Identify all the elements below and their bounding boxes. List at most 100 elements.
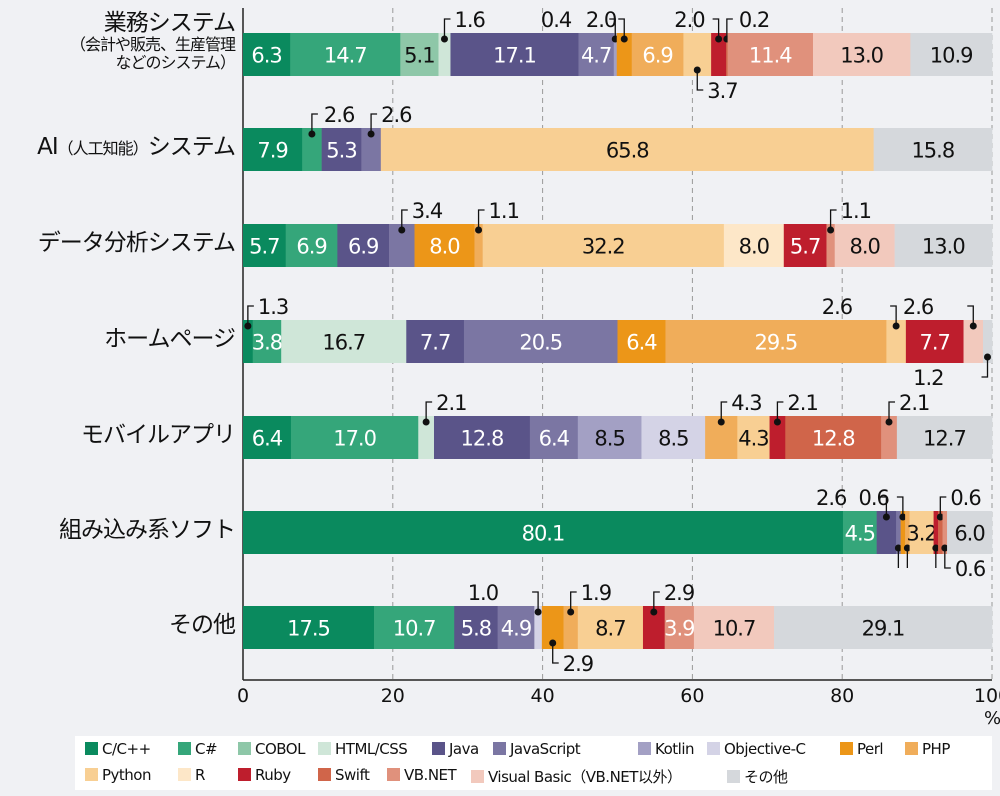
data-label: 0.4 — [541, 8, 572, 32]
legend-swatch — [840, 742, 853, 755]
bar-segment — [252, 320, 282, 363]
category-label: 業務システム （会計や販売、生産管理 などのシステム） — [70, 10, 236, 72]
data-label: 2.9 — [563, 652, 593, 676]
legend-label: Kotlin — [655, 740, 695, 758]
legend-swatch — [638, 742, 651, 755]
data-label: 6.0 — [954, 522, 984, 546]
data-label: 2.6 — [816, 486, 847, 510]
data-label: 2.1 — [787, 391, 817, 415]
data-label: 3.8 — [252, 331, 282, 355]
data-label: 8.0 — [429, 235, 459, 259]
data-label: 0.6 — [955, 557, 986, 581]
bar-segment — [693, 606, 775, 649]
category-label: 組み込み系ソフト — [59, 517, 236, 543]
data-label: 3.2 — [906, 522, 936, 546]
bar-segment — [474, 224, 483, 267]
data-label: 0.6 — [858, 486, 889, 510]
legend-label: Perl — [857, 740, 884, 758]
legend-label: PHP — [922, 740, 950, 758]
data-label: 2.6 — [324, 103, 355, 127]
category-label: AI（人工知能）システム — [37, 134, 236, 160]
bar-segment — [834, 224, 895, 267]
legend-label: Visual Basic（VB.NET以外） — [488, 768, 682, 786]
bar-segment — [243, 416, 292, 459]
legend-swatch — [178, 768, 191, 781]
legend-label: R — [195, 766, 205, 784]
bar-segment — [905, 320, 964, 363]
bar-segment — [905, 511, 910, 554]
bar-segment — [737, 416, 770, 459]
callout-leader — [552, 643, 559, 664]
data-label: 7.9 — [257, 139, 287, 163]
bar-segment — [942, 511, 948, 554]
x-tick-label: 100 — [974, 685, 1000, 707]
category-label-part: などのシステム） — [115, 52, 236, 72]
legend-swatch — [238, 768, 251, 781]
data-label: 8.5 — [658, 427, 688, 451]
data-label: 2.9 — [664, 581, 694, 605]
data-label: 6.4 — [626, 331, 657, 355]
data-label: 6.4 — [539, 427, 570, 451]
bar-segment — [438, 33, 451, 76]
legend-label: HTML/CSS — [335, 740, 408, 758]
callout-leader — [712, 18, 720, 39]
legend-item: Visual Basic（VB.NET以外） — [471, 766, 682, 787]
data-label: 14.7 — [324, 44, 367, 68]
bar-segment — [577, 416, 642, 459]
data-label: 29.1 — [862, 617, 905, 641]
bar-segment — [723, 224, 785, 267]
callout-leader — [944, 548, 951, 569]
legend-item: C/C++ — [85, 740, 151, 758]
bar-segment — [497, 606, 535, 649]
callout-leader — [981, 357, 989, 378]
callout-leader — [570, 591, 577, 612]
data-label: 5.1 — [404, 44, 434, 68]
bar-segment — [664, 606, 695, 649]
bar-segment — [873, 128, 993, 171]
legend-item: R — [178, 766, 205, 784]
callout-leader — [939, 496, 947, 517]
data-label: 2.6 — [903, 295, 934, 319]
data-label: 3.4 — [412, 199, 443, 223]
bar-segment — [450, 33, 579, 76]
data-label: 5.3 — [326, 139, 356, 163]
data-label: 4.9 — [501, 617, 531, 641]
x-tick-label: 40 — [531, 685, 555, 707]
bar-segment — [769, 416, 786, 459]
bar-segment — [578, 33, 615, 76]
bar-segment — [826, 224, 836, 267]
bar-segment — [617, 320, 666, 363]
data-label: 1.1 — [489, 199, 519, 223]
category-label-part: 組み込み系ソフト — [59, 517, 236, 543]
data-label: 2.0 — [586, 8, 616, 32]
legend-swatch — [85, 742, 98, 755]
bar-segment — [785, 416, 882, 459]
bar-segment — [285, 224, 338, 267]
bar-segment — [302, 128, 322, 171]
data-label: 0.6 — [950, 486, 981, 510]
bar-segment — [243, 224, 286, 267]
data-label: 12.8 — [461, 427, 504, 451]
bar-segment — [361, 128, 382, 171]
legend-swatch — [238, 742, 251, 755]
legend-label: VB.NET — [404, 766, 457, 784]
data-label: 12.8 — [812, 427, 855, 451]
bar-segment — [454, 606, 498, 649]
x-tick-label: 20 — [381, 685, 405, 707]
bar-segment — [783, 224, 827, 267]
data-label: 6.9 — [296, 235, 326, 259]
data-label: 5.8 — [461, 617, 491, 641]
category-label: モバイルアプリ — [81, 422, 236, 448]
data-label: 17.5 — [287, 617, 330, 641]
legend-item: HTML/CSS — [318, 740, 408, 758]
data-label: 4.5 — [845, 522, 875, 546]
data-label: 4.3 — [731, 391, 761, 415]
bar-segment — [243, 320, 254, 363]
data-label: 16.7 — [322, 331, 365, 355]
data-label: 8.7 — [595, 617, 625, 641]
bar-segment — [774, 606, 993, 649]
legend-item: PHP — [905, 740, 950, 758]
bar-segment — [337, 224, 390, 267]
category-label-part: モバイルアプリ — [81, 422, 236, 448]
